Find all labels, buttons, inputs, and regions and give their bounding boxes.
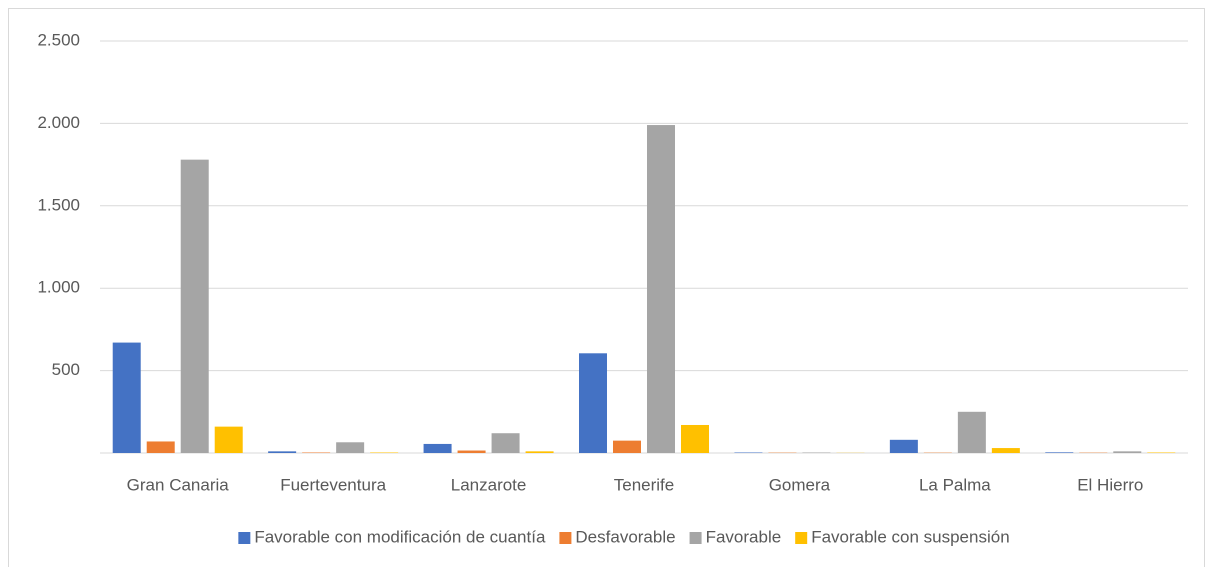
y-tick-label: 1.500 [37,195,80,214]
bar [579,353,607,453]
bar [525,451,554,453]
y-tick-label: 1.000 [37,278,80,297]
bar [889,439,918,453]
bar [613,440,641,453]
legend-swatch [559,532,572,544]
legend-label: Favorable [706,527,782,546]
bar [423,443,452,453]
bar [112,342,141,453]
bar [336,442,365,453]
legend-swatch [238,532,251,544]
bar [268,451,297,453]
legend-label: Favorable con suspensión [811,527,1009,546]
y-tick-label: 2.000 [37,113,80,132]
legend-label: Favorable con modificación de cuantía [254,527,546,546]
x-tick-label: Fuerteventura [280,475,386,494]
x-tick-label: El Hierro [1077,475,1143,494]
legend-swatch [689,532,702,544]
bar [647,125,675,453]
bar [1113,451,1142,453]
x-tick-label: Tenerife [614,475,674,494]
bar [1045,452,1074,453]
x-tick-label: La Palma [919,475,991,494]
bar [681,424,709,453]
bar [457,450,486,453]
bar [180,159,209,453]
x-tick-label: Lanzarote [451,475,527,494]
y-tick-label: 500 [52,360,80,379]
legend-swatch [795,532,808,544]
bar [214,426,243,453]
x-tick-label: Gran Canaria [127,475,230,494]
bar [957,411,986,453]
bar [991,448,1020,453]
bar [146,441,175,453]
x-tick-label: Gomera [769,475,831,494]
bar [491,433,520,453]
y-tick-label: 2.500 [37,30,80,49]
legend-label: Desfavorable [575,527,675,546]
